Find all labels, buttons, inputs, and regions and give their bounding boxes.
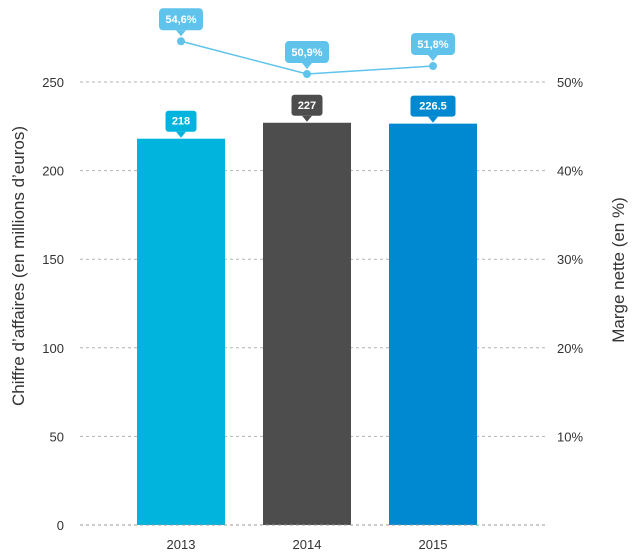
margin-callout [159,8,203,31]
bar-callout-pointer [302,115,312,122]
bar [263,122,351,526]
y2-axis-title: Marge nette (en %) [609,197,628,343]
x-tick-label: 2015 [419,537,448,552]
bar-callout-pointer [176,131,186,138]
margin-callout-pointer [176,30,186,37]
y2-tick-label: 50% [557,75,583,90]
bar-value-label: 227 [298,100,316,112]
y2-tick-label: 10% [557,429,583,444]
bar-value-label: 218 [172,116,190,128]
y2-tick-label: 20% [557,341,583,356]
x-tick-label: 2014 [293,537,322,552]
margin-point [429,62,437,71]
margin-point [303,70,311,79]
bar-callout [291,94,323,116]
y-tick-label: 200 [42,164,64,179]
bar-callout [410,95,456,117]
bar-value-label: 226.5 [419,101,447,113]
x-tick-label: 2013 [167,537,196,552]
margin-line-series: 54,6% 50,9% 51,8% [159,8,455,79]
bar-callout [165,110,197,132]
y-tick-label: 50 [50,429,64,444]
bars: 218 227 226.5 [137,94,477,526]
margin-value-label: 54,6% [165,14,196,26]
bar [389,123,477,525]
margin-callout-pointer [302,63,312,70]
margin-callout [411,33,455,56]
y-tick-label: 250 [42,75,64,90]
axes: 0 50 100 150 200 250 10% 20% 30% 40% 50% 2013 2014 20… [42,75,583,552]
y-tick-label: 0 [57,518,64,533]
margin-point [177,37,185,46]
y2-tick-label: 30% [557,252,583,267]
margin-value-label: 50,9% [291,47,322,59]
margin-value-label: 51,8% [417,39,448,51]
margin-callout-pointer [428,55,438,62]
margin-callout [285,41,329,64]
y-axis-title: Chiffre d’affaires (en millions d’euros) [9,126,28,406]
bar-callout-pointer [428,116,438,123]
bar [137,138,225,526]
y-tick-label: 150 [42,252,64,267]
y-tick-label: 100 [42,341,64,356]
y2-tick-label: 40% [557,164,583,179]
